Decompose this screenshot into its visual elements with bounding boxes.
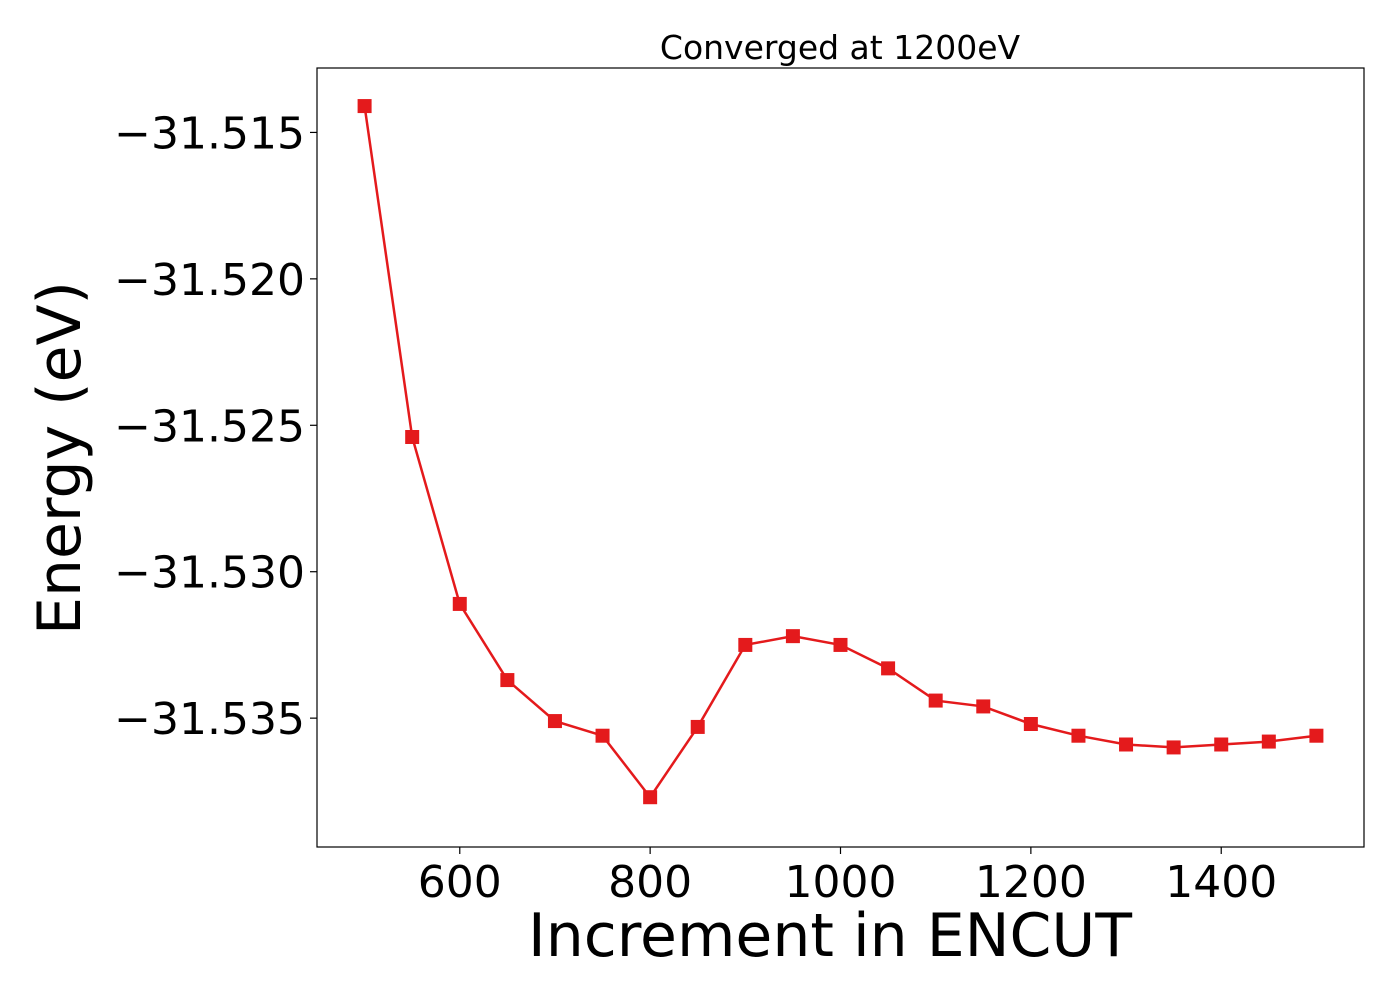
data-point-marker	[452, 596, 467, 611]
chart-title: Converged at 1200eV	[660, 28, 1021, 67]
series-layer	[357, 99, 1324, 805]
data-point-marker	[690, 719, 705, 734]
y-axis-label: Energy (eV)	[25, 281, 95, 635]
x-tick-label: 1000	[785, 857, 897, 908]
data-point-marker	[1214, 737, 1229, 752]
axes-frame	[316, 67, 1365, 848]
data-point-marker	[785, 629, 800, 644]
x-tick-label: 800	[608, 857, 692, 908]
data-point-marker	[833, 637, 848, 652]
y-axis-ticks: −31.515 −31.520 −31.525 −31.530 −31.535	[114, 108, 317, 745]
data-point-marker	[595, 728, 610, 743]
data-point-marker	[1309, 728, 1324, 743]
x-tick-label: 1200	[975, 857, 1087, 908]
data-point-marker	[1119, 737, 1134, 752]
data-point-marker	[1166, 740, 1181, 755]
data-point-marker	[547, 714, 562, 729]
data-point-marker	[500, 673, 515, 688]
data-point-marker	[1023, 717, 1038, 731]
data-point-marker	[976, 699, 991, 714]
data-point-marker	[1261, 734, 1276, 749]
y-tick-label: −31.520	[114, 255, 305, 306]
y-tick-label: −31.535	[114, 694, 305, 745]
y-tick-label: −31.525	[114, 401, 305, 452]
x-tick-label: 1400	[1165, 857, 1277, 908]
data-point-marker	[881, 661, 896, 676]
x-axis-label: Increment in ENCUT	[528, 901, 1132, 971]
x-axis-ticks: 600 800 1000 1200 1400	[418, 847, 1277, 908]
series-line	[363, 105, 1317, 800]
y-tick-label: −31.515	[114, 108, 305, 159]
y-tick-label: −31.530	[114, 548, 305, 599]
data-point-marker	[928, 693, 943, 708]
data-point-marker	[1071, 728, 1086, 743]
data-point-marker	[405, 430, 420, 444]
plot-area-border	[316, 67, 1365, 848]
data-point-marker	[738, 637, 753, 652]
data-point-marker	[643, 790, 658, 805]
data-point-marker	[357, 99, 372, 114]
x-tick-label: 600	[418, 857, 502, 908]
